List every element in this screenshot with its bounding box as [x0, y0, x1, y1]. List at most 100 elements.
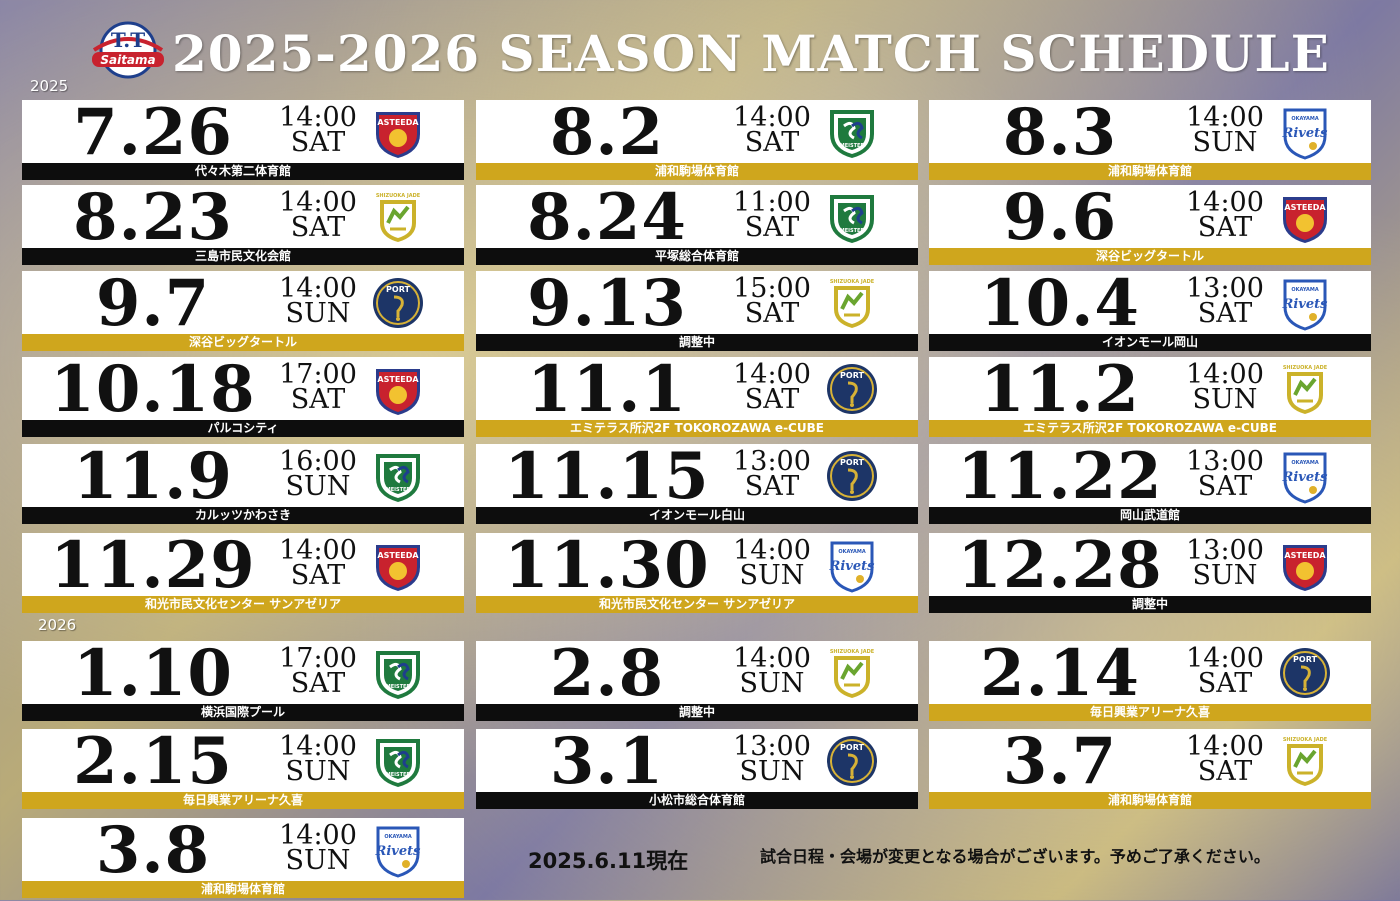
match-card: 11.15 13:00 SAT PORT イオンモール白山 — [476, 444, 918, 527]
match-time: 15:00 — [733, 273, 811, 304]
match-date: 11.15 — [504, 439, 710, 514]
match-day: SUN — [1192, 560, 1258, 591]
match-date: 10.4 — [980, 266, 1140, 341]
match-card-body: 11.30 14:00 SUN OKAYAMA Rivets — [476, 528, 918, 603]
match-date: 11.30 — [504, 528, 710, 603]
svg-text:Rivets: Rivets — [1282, 470, 1329, 485]
match-card-body: 1.10 17:00 SAT MEISTER — [22, 641, 464, 707]
match-card: 11.29 14:00 SAT ASTEEDA 和光市民文化センター サンアゼリ… — [22, 533, 464, 616]
port-kanazawa-logo-icon: PORT — [824, 448, 880, 504]
svg-text:MEISTER: MEISTER — [386, 684, 411, 690]
svg-text:SHIZUOKA JADE: SHIZUOKA JADE — [376, 193, 421, 199]
match-card-body: 10.4 13:00 SAT OKAYAMA Rivets — [929, 266, 1371, 341]
match-date: 2.8 — [549, 636, 665, 711]
match-card: 9.13 15:00 SAT SHIZUOKA JADE 調整中 — [476, 271, 918, 354]
match-day: SAT — [290, 212, 346, 243]
shizuoka-jade-logo-icon: SHIZUOKA JADE — [1277, 361, 1333, 417]
match-venue: 小松市総合体育館 — [476, 792, 918, 809]
match-card: 2.14 14:00 SAT PORT 毎日興業アリーナ久喜 — [929, 641, 1371, 724]
match-time: 11:00 — [733, 187, 811, 218]
match-card: 3.7 14:00 SAT SHIZUOKA JADE 浦和駒場体育館 — [929, 729, 1371, 812]
svg-text:PORT: PORT — [840, 371, 864, 380]
match-time: 13:00 — [1186, 446, 1264, 477]
svg-text:Rivets: Rivets — [375, 844, 422, 859]
match-time: 17:00 — [279, 643, 357, 674]
match-venue: 深谷ビッグタートル — [929, 248, 1371, 265]
svg-text:SHIZUOKA JADE: SHIZUOKA JADE — [830, 279, 875, 285]
match-venue: 調整中 — [476, 334, 918, 351]
match-card: 11.30 14:00 SUN OKAYAMA Rivets 和光市民文化センター… — [476, 533, 918, 616]
shizuoka-jade-logo-icon: SHIZUOKA JADE — [1277, 733, 1333, 789]
shizuoka-jade-logo-icon: SHIZUOKA JADE — [824, 275, 880, 331]
match-day: SAT — [1197, 212, 1253, 243]
match-venue: イオンモール白山 — [476, 507, 918, 524]
match-date: 11.2 — [980, 352, 1140, 427]
svg-text:OKAYAMA: OKAYAMA — [1291, 116, 1319, 122]
match-venue: パルコシティ — [22, 420, 464, 437]
okayama-rivets-logo-icon: OKAYAMA Rivets — [1277, 275, 1333, 331]
match-day: SAT — [744, 384, 800, 415]
match-day: SUN — [739, 560, 805, 591]
match-card: 8.24 11:00 SAT MEISTER 平塚総合体育館 — [476, 185, 918, 268]
match-venue: 調整中 — [929, 596, 1371, 613]
match-day: SAT — [1197, 298, 1253, 329]
match-time: 14:00 — [279, 187, 357, 218]
match-date: 8.2 — [549, 95, 665, 170]
match-day: SUN — [1192, 384, 1258, 415]
match-date: 3.1 — [549, 724, 665, 799]
svg-text:OKAYAMA: OKAYAMA — [1291, 287, 1319, 293]
match-day: SAT — [744, 127, 800, 158]
port-kanazawa-logo-icon: PORT — [370, 275, 426, 331]
match-venue: 深谷ビッグタートル — [22, 334, 464, 351]
meister-logo-icon: MEISTER — [370, 448, 426, 504]
match-date: 2.15 — [73, 724, 233, 799]
match-card-body: 9.13 15:00 SAT SHIZUOKA JADE — [476, 266, 918, 341]
match-card-body: 8.3 14:00 SUN OKAYAMA Rivets — [929, 100, 1371, 166]
match-date: 11.29 — [50, 528, 256, 603]
match-day: SUN — [1192, 127, 1258, 158]
svg-text:ASTEEDA: ASTEEDA — [1284, 203, 1326, 212]
match-card: 8.3 14:00 SUN OKAYAMA Rivets 浦和駒場体育館 — [929, 100, 1371, 183]
svg-text:OKAYAMA: OKAYAMA — [384, 834, 412, 840]
match-card: 8.23 14:00 SAT SHIZUOKA JADE 三島市民文化会館 — [22, 185, 464, 268]
match-venue: イオンモール岡山 — [929, 334, 1371, 351]
match-card: 12.28 13:00 SUN ASTEEDA 調整中 — [929, 533, 1371, 616]
svg-text:OKAYAMA: OKAYAMA — [838, 549, 866, 555]
match-card-body: 8.24 11:00 SAT MEISTER — [476, 185, 918, 251]
match-card-body: 11.2 14:00 SUN SHIZUOKA JADE — [929, 352, 1371, 427]
svg-text:PORT: PORT — [840, 458, 864, 467]
svg-text:MEISTER: MEISTER — [386, 772, 411, 778]
svg-text:ASTEEDA: ASTEEDA — [1284, 551, 1326, 560]
schedule-change-notice: 試合日程・会場が変更となる場合がございます。予めご了承ください。 — [760, 847, 1270, 866]
match-time: 14:00 — [1186, 187, 1264, 218]
match-day: SUN — [285, 756, 351, 787]
match-card: 11.22 13:00 SAT OKAYAMA Rivets 岡山武道館 — [929, 444, 1371, 527]
meister-logo-icon: MEISTER — [370, 733, 426, 789]
svg-text:Rivets: Rivets — [829, 559, 876, 574]
match-venue: 浦和駒場体育館 — [929, 163, 1371, 180]
match-date: 2.14 — [980, 636, 1140, 711]
match-card: 9.7 14:00 SUN PORT 深谷ビッグタートル — [22, 271, 464, 354]
match-date: 9.13 — [527, 266, 687, 341]
meister-logo-icon: MEISTER — [370, 645, 426, 701]
match-venue: カルッツかわさき — [22, 507, 464, 524]
match-day: SAT — [1197, 756, 1253, 787]
port-kanazawa-logo-icon: PORT — [824, 733, 880, 789]
match-card-body: 3.1 13:00 SUN PORT — [476, 724, 918, 799]
match-time: 14:00 — [279, 535, 357, 566]
as-of-date: 2025.6.11現在 — [528, 849, 689, 873]
match-date: 11.9 — [73, 439, 233, 514]
match-date: 11.22 — [957, 439, 1163, 514]
match-date: 3.8 — [95, 813, 211, 888]
match-day: SUN — [285, 471, 351, 502]
shizuoka-jade-logo-icon: SHIZUOKA JADE — [824, 645, 880, 701]
match-card-body: 3.8 14:00 SUN OKAYAMA Rivets — [22, 813, 464, 888]
match-day: SUN — [739, 668, 805, 699]
match-date: 7.26 — [73, 95, 233, 170]
svg-text:ASTEEDA: ASTEEDA — [377, 551, 419, 560]
svg-text:PORT: PORT — [840, 743, 864, 752]
match-time: 14:00 — [1186, 731, 1264, 762]
asteeda-logo-icon: ASTEEDA — [370, 537, 426, 593]
okayama-rivets-logo-icon: OKAYAMA Rivets — [1277, 448, 1333, 504]
